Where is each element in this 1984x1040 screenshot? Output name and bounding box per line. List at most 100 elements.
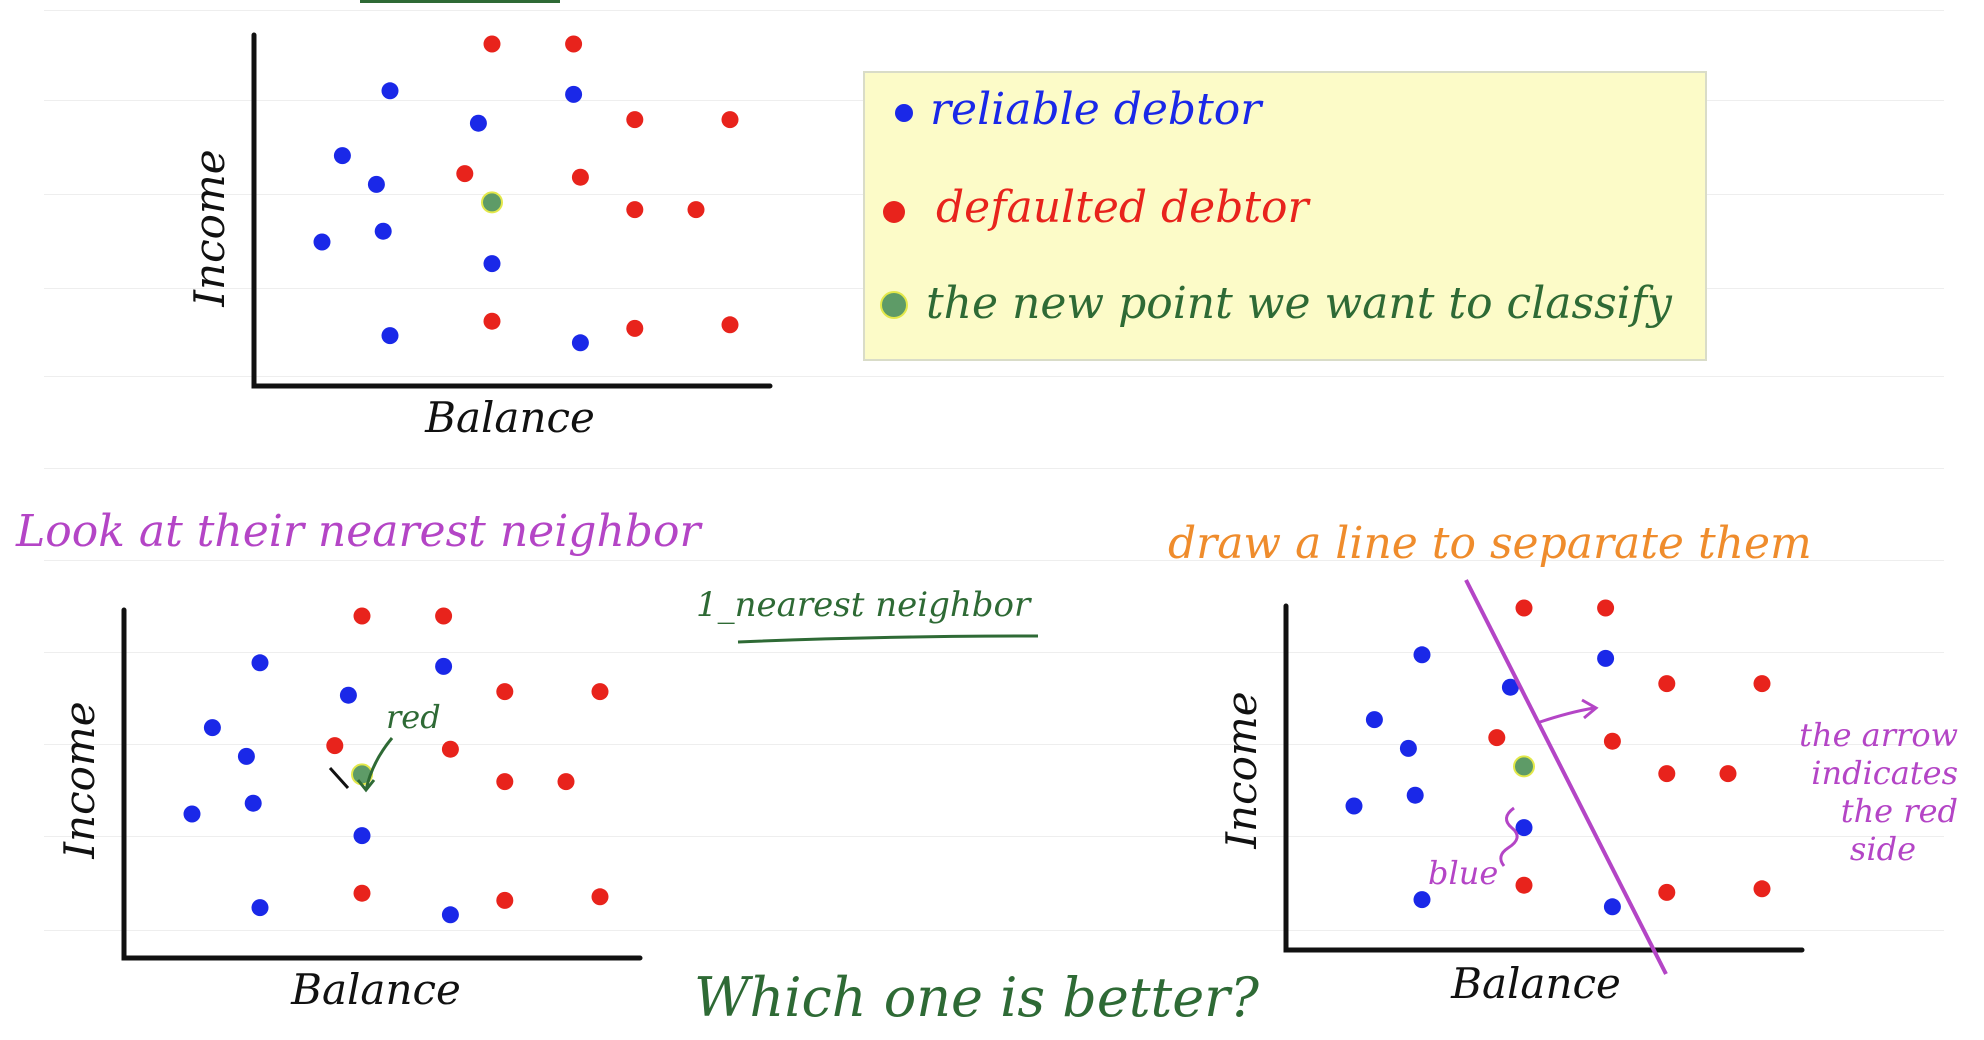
ruled-line [44,376,1944,377]
legend-box [863,71,1707,361]
defaulted-debtor-point [483,312,501,330]
question-text: Which one is better? [694,966,1260,1029]
method-label: 1_nearest neighbor [696,585,1032,625]
ruled-line [44,560,1944,561]
defaulted-debtor-point [1488,729,1506,747]
defaulted-debtor-point [591,888,609,906]
x-axis-label: Balance [290,965,461,1014]
reliable-debtor-point [1345,797,1363,815]
scatter-plot-original: Balance Income [185,32,773,442]
ruled-line [44,930,1944,931]
legend-label-new-point: the new point we want to classify [926,278,1673,329]
legend-marker-new-point [880,291,908,319]
y-axis-label: Income [1217,691,1266,849]
x-axis-label: Balance [1450,959,1621,1008]
defaulted-debtor-point [571,168,589,186]
legend: reliable debtor defaulted debtor the new… [863,71,1707,361]
reliable-debtor-point [353,827,371,845]
reliable-debtor-point [381,327,399,345]
reliable-debtor-point [483,255,501,273]
reliable-debtor-point [251,899,269,917]
ruled-line [44,468,1944,469]
defaulted-debtor-point [435,607,453,625]
axes [1283,603,1805,953]
legend-marker-reliable [895,104,913,122]
red-side-arrow-head [1581,698,1599,720]
reliable-debtor-point [1501,678,1519,696]
defaulted-debtor-point [1719,765,1737,783]
reliable-debtor-point [374,222,392,240]
defaulted-debtor-point [591,683,609,701]
method-underline [737,634,1039,644]
defaulted-debtor-point [1658,765,1676,783]
defaulted-debtor-point [626,201,644,219]
defaulted-debtor-point [557,773,575,791]
defaulted-debtor-point [687,201,705,219]
defaulted-debtor-point [456,165,474,183]
axes [251,32,773,389]
y-axis-label: Income [185,149,234,307]
defaulted-debtor-point [1597,599,1615,617]
new-point [481,191,503,214]
ruled-line [44,836,1944,837]
y-axis-label: Income [55,701,104,859]
legend-marker-defaulted [883,201,905,223]
heading-separating-line: draw a line to separate them [1168,518,1812,569]
defaulted-debtor-point [1753,880,1771,898]
reliable-debtor-point [1603,898,1621,916]
legend-label-reliable: reliable debtor [930,84,1264,135]
reliable-debtor-point [313,233,331,251]
arrow-note-line-3: the red [1841,792,1958,830]
defaulted-debtor-point [1658,883,1676,901]
ruled-line [44,10,1944,11]
defaulted-debtor-point [496,683,514,701]
defaulted-debtor-point [496,891,514,909]
defaulted-debtor-point [626,319,644,337]
red-arrow [364,737,394,791]
reliable-debtor-point [339,686,357,704]
reliable-debtor-point [203,719,221,737]
reliable-debtor-point [441,906,459,924]
red-arrow-head [356,779,376,793]
defaulted-debtor-point [1515,599,1533,617]
defaulted-debtor-point [721,316,739,334]
ruled-line [44,744,1944,745]
defaulted-debtor-point [483,35,501,53]
defaulted-debtor-point [1753,675,1771,693]
reliable-debtor-point [251,654,269,672]
defaulted-debtor-point [1658,675,1676,693]
arrow-note-line-4: side [1850,830,1916,868]
reliable-debtor-point [571,334,589,352]
reliable-debtor-point [381,82,399,100]
separating-line [1464,579,1668,975]
defaulted-debtor-point [626,111,644,129]
defaulted-debtor-point [721,111,739,129]
defaulted-debtor-point [565,35,583,53]
reliable-debtor-point [244,794,262,812]
red-side-arrow [1539,706,1595,724]
defaulted-debtor-point [326,737,344,755]
reliable-debtor-point [1406,786,1424,804]
scatter-plot-nearest-neighbor: red Balance Income [55,607,643,1014]
axes [121,607,643,961]
reliable-debtor-point [237,747,255,765]
reliable-debtor-point [435,657,453,675]
reliable-debtor-point [1597,649,1615,667]
defaulted-debtor-point [496,773,514,791]
heading-nearest-neighbor: Look at their nearest neighbor [15,506,703,557]
reliable-debtor-point [1413,891,1431,909]
reliable-debtor-point [565,85,583,103]
defaulted-debtor-point [1603,732,1621,750]
blue-arrow [1499,806,1519,867]
defaulted-debtor-point [1515,876,1533,894]
legend-label-defaulted: defaulted debtor [936,182,1312,233]
blue-annotation: blue [1428,854,1498,892]
scatter-plot-linear-separator: blue the arrow indicates the red side Ba… [1217,579,1958,1008]
arrow-note-line-2: indicates [1811,754,1958,792]
ruled-line [44,652,1944,653]
reliable-debtor-point [1365,711,1383,729]
reliable-debtor-point [333,147,351,165]
reliable-debtor-point [367,175,385,193]
reliable-debtor-point [1399,739,1417,757]
